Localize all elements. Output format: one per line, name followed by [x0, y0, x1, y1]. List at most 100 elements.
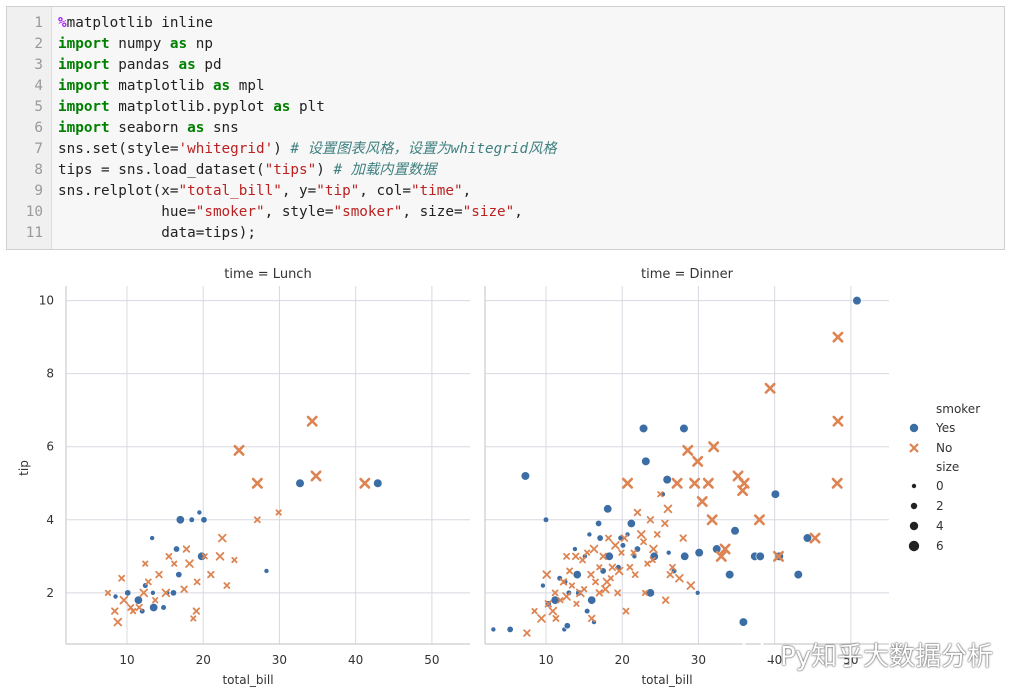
point-smoker-no — [599, 552, 607, 561]
code-token: # 设置图表风格，设置为whitegrid风格 — [290, 141, 557, 157]
point-smoker-yes — [638, 423, 649, 434]
point-smoker-no — [523, 629, 531, 637]
point-smoker-yes — [619, 542, 627, 549]
code-line[interactable]: 7 sns.set(style='whitegrid') # 设置图表风格，设置为… — [7, 139, 997, 160]
point-smoker-no — [671, 477, 683, 489]
point-smoker-yes — [563, 622, 571, 630]
point-smoker-no — [589, 544, 599, 554]
point-smoker-yes — [596, 534, 604, 542]
point-smoker-yes — [540, 582, 546, 589]
point-smoker-no — [542, 570, 552, 579]
point-smoker-no — [118, 574, 126, 582]
code-line[interactable]: 3 import pandas as pd — [7, 55, 997, 76]
panel-lunch: time = Lunch 10 20 30 40 50 2 4 6 8 10 total_bill — [39, 267, 470, 687]
point-smoker-no — [562, 592, 571, 601]
point-smoker-no — [192, 607, 201, 615]
point-smoker-no — [127, 604, 135, 611]
code-text: import matplotlib as mpl — [58, 76, 265, 97]
point-smoker-yes — [586, 531, 593, 538]
point-smoker-no — [231, 556, 238, 564]
code-token: sns.relplot(x= — [58, 183, 179, 199]
point-smoker-no — [809, 532, 821, 544]
code-token: np — [187, 36, 213, 52]
code-token: , — [514, 204, 523, 220]
code-line[interactable]: 10 hue="smoker", style="smoker", size="s… — [7, 202, 997, 223]
x-tick-label: 30 — [691, 653, 706, 667]
code-text: import pandas as pd — [58, 55, 222, 76]
code-token: "smoker" — [195, 204, 265, 220]
point-smoker-no — [646, 516, 655, 524]
code-text: tips = sns.load_dataset("tips") # 加载内置数据 — [58, 160, 436, 181]
point-smoker-no — [595, 589, 604, 597]
code-text: %matplotlib inline — [58, 13, 213, 34]
point-smoker-no — [104, 589, 112, 596]
point-smoker-no — [531, 608, 538, 615]
legend-title-smoker: smoker — [936, 402, 980, 416]
code-line[interactable]: 11 data=tips); — [7, 223, 997, 244]
point-smoker-no — [566, 567, 574, 575]
point-smoker-no — [592, 578, 599, 586]
code-line[interactable]: 1 %matplotlib inline — [7, 13, 997, 34]
point-smoker-no — [644, 560, 651, 567]
point-smoker-no — [630, 549, 637, 556]
code-token: , y= — [281, 183, 317, 199]
point-smoker-yes — [149, 535, 155, 541]
code-line[interactable]: 9 sns.relplot(x="total_bill", y="tip", co… — [7, 181, 997, 202]
point-smoker-no — [207, 570, 215, 579]
code-cell[interactable]: 1 %matplotlib inline 2 import numpy as np 3 i… — [6, 6, 1005, 250]
code-token: as — [273, 99, 291, 115]
point-smoker-yes — [169, 589, 177, 597]
legend-marker-size — [911, 483, 917, 489]
line-number-gutter — [7, 7, 52, 249]
line-number: 7 — [34, 141, 43, 157]
line-number: 8 — [34, 162, 43, 178]
code-token: % — [58, 15, 67, 31]
point-smoker-no — [696, 496, 708, 508]
x-tick-label: 30 — [272, 653, 287, 667]
point-smoker-yes — [263, 568, 270, 574]
point-smoker-yes — [852, 296, 862, 306]
point-smoker-no — [706, 514, 718, 526]
point-smoker-yes — [160, 604, 167, 611]
point-smoker-no — [537, 614, 546, 623]
x-tick-label: 20 — [196, 653, 211, 667]
code-line[interactable]: 8 tips = sns.load_dataset("tips") # 加载内置数… — [7, 160, 997, 181]
point-smoker-no — [832, 331, 844, 343]
point-smoker-no — [831, 477, 843, 489]
point-smoker-no — [152, 597, 159, 604]
code-line[interactable]: 6 import seaborn as sns — [7, 118, 997, 139]
point-smoker-yes — [149, 602, 159, 612]
point-smoker-no — [161, 588, 171, 598]
code-line[interactable]: 2 import numpy as np — [7, 34, 997, 55]
point-smoker-no — [633, 508, 642, 517]
point-smoker-yes — [802, 533, 813, 543]
legend-label-size: 6 — [936, 539, 944, 553]
code-line[interactable]: 4 import matplotlib as mpl — [7, 76, 997, 97]
point-smoker-no — [738, 477, 750, 489]
point-smoker-no — [587, 570, 595, 579]
code-token: ) — [273, 141, 291, 157]
wechat-icon — [740, 637, 774, 672]
point-smoker-no — [182, 545, 191, 553]
point-smoker-yes — [150, 590, 156, 596]
point-smoker-yes — [572, 546, 578, 552]
x-tick-label: 50 — [424, 653, 439, 667]
point-smoker-no — [306, 415, 318, 427]
point-smoker-no — [155, 570, 163, 579]
line-number: 9 — [34, 183, 43, 199]
point-smoker-yes — [626, 518, 636, 528]
point-smoker-no — [129, 608, 137, 615]
point-smoker-no — [275, 509, 282, 516]
code-token: plt — [290, 99, 325, 115]
code-line[interactable]: 5 import matplotlib.pyplot as plt — [7, 97, 997, 118]
code-token: sns.set(style= — [58, 141, 179, 157]
x-tick-label: 40 — [348, 653, 363, 667]
point-smoker-no — [649, 556, 656, 564]
point-smoker-no — [584, 549, 591, 556]
point-smoker-no — [573, 600, 580, 607]
point-smoker-no — [552, 615, 560, 622]
point-smoker-yes — [694, 548, 704, 558]
point-smoker-no — [626, 563, 634, 571]
point-smoker-no — [719, 543, 731, 555]
point-smoker-no — [764, 382, 776, 394]
